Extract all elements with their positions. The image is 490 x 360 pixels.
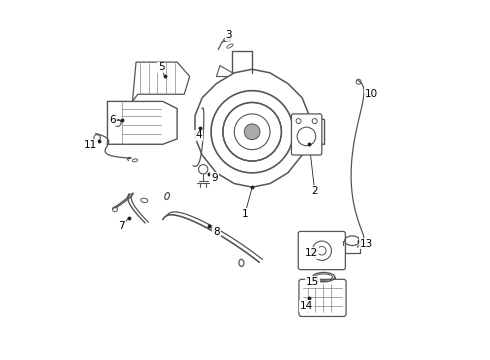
Text: 11: 11 [84,140,98,150]
Text: 3: 3 [225,30,232,40]
FancyBboxPatch shape [299,279,346,316]
Circle shape [245,124,260,140]
Text: 15: 15 [306,277,319,287]
Text: 2: 2 [311,186,318,196]
FancyBboxPatch shape [292,114,322,155]
Text: 13: 13 [360,239,373,249]
Text: 7: 7 [119,221,125,231]
Text: 14: 14 [300,301,313,311]
Circle shape [223,103,281,161]
Text: 8: 8 [213,227,220,237]
Text: 1: 1 [242,209,248,219]
Text: 4: 4 [195,130,202,140]
Polygon shape [195,69,309,187]
Text: 5: 5 [158,63,164,72]
Text: 6: 6 [110,115,116,125]
FancyBboxPatch shape [298,231,345,270]
Polygon shape [132,62,190,102]
Polygon shape [107,102,177,144]
Text: 10: 10 [365,89,378,99]
Text: 9: 9 [211,173,218,183]
Text: 12: 12 [304,248,318,258]
